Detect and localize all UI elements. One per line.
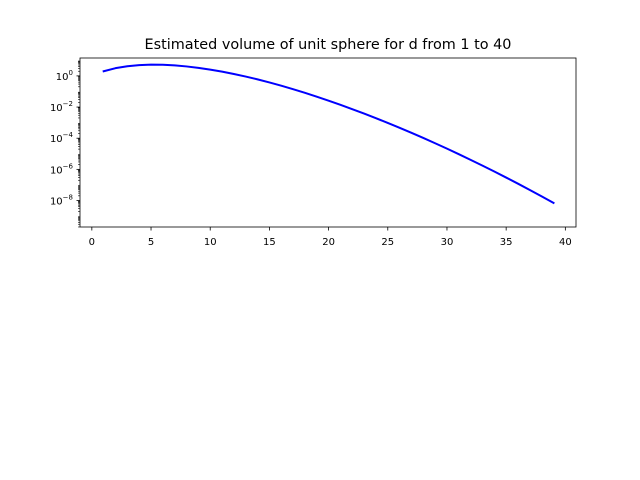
series-line [102, 63, 555, 205]
x-tick-label: 20 [322, 237, 335, 248]
x-tick-label: 30 [441, 237, 454, 248]
plot-frame [79, 57, 577, 228]
y-tick-label: 10−2 [50, 100, 73, 114]
x-tick-label: 10 [204, 237, 217, 248]
x-tick-label: 0 [89, 237, 95, 248]
x-tick-label: 40 [559, 237, 572, 248]
chart-title: Estimated volume of unit sphere for d fr… [145, 37, 512, 53]
y-tick-label: 10−8 [50, 194, 73, 208]
y-tick-label: 100 [56, 69, 73, 83]
x-tick-label: 35 [500, 237, 513, 248]
y-tick-label: 10−4 [50, 131, 74, 145]
y-tick-label: 10−6 [50, 162, 74, 176]
x-tick-label: 5 [148, 237, 154, 248]
x-tick-label: 25 [381, 237, 394, 248]
x-tick-label: 15 [263, 237, 276, 248]
